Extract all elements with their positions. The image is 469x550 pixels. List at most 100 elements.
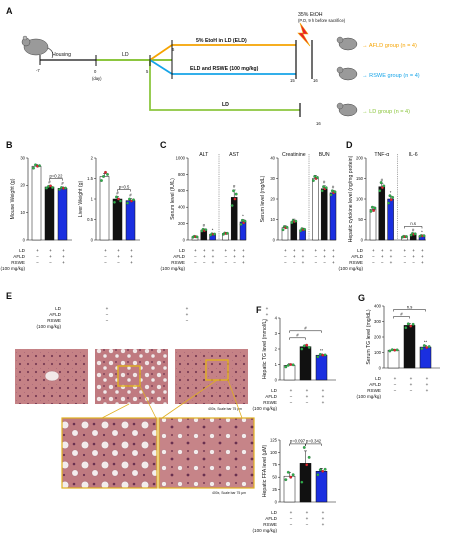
table-cell: +	[290, 510, 293, 515]
y-tick-label: 1000	[176, 155, 186, 160]
treatment-tables: LD + + +AFLD − + +RSWE − − +(100 mg/kg)+ + +− + +− − +L…	[0, 248, 428, 533]
comparison-bracket	[305, 443, 322, 446]
zoom-box-afld	[117, 365, 141, 387]
comparison-label: #	[400, 311, 403, 316]
table-row-label: RSWE	[349, 260, 363, 265]
y-axis-label: Hepatic TG level (mmol/L)	[262, 319, 268, 379]
data-point	[195, 235, 199, 239]
table-cell: +	[49, 254, 52, 259]
table-row-label: LD	[271, 510, 278, 515]
table-row-label: AFLD	[265, 516, 277, 521]
table-cell: +	[233, 254, 236, 259]
table-cell: −	[372, 254, 375, 259]
panel-letter-f: F	[256, 305, 262, 315]
table-cell: −	[306, 522, 309, 527]
table-cell: +	[62, 260, 65, 265]
table-cell: +	[306, 510, 309, 515]
table-cell: −	[381, 260, 384, 265]
data-point	[323, 467, 327, 471]
rswe-group-label: → RSWE group (n = 4)	[362, 73, 420, 79]
table-cell: +	[117, 254, 120, 259]
comparison-bracket	[393, 316, 410, 319]
mouse-icon-start	[21, 35, 54, 59]
table-cell: +	[290, 388, 293, 393]
time-minus7: -7	[36, 68, 40, 73]
data-point	[313, 175, 317, 178]
data-point	[390, 348, 394, 352]
table-dose-label: (100 mg/kg)	[252, 406, 277, 411]
table-row-label: AFLD	[351, 254, 363, 259]
data-point	[243, 219, 247, 223]
data-point	[307, 346, 311, 349]
data-point	[425, 346, 429, 349]
data-point	[32, 166, 35, 170]
data-point	[299, 229, 303, 233]
y-tick-label: 1.5	[87, 176, 93, 181]
y-tick-label: 200	[356, 155, 364, 160]
table-cell: +	[186, 306, 189, 311]
scale-bar-label-1: 400x, Scale bar 75 μm	[208, 407, 242, 411]
table-cell: −	[49, 260, 52, 265]
table-cell: +	[332, 254, 335, 259]
table-cell: −	[394, 388, 397, 393]
y-axis-label: Serum level (IU/L)	[170, 178, 176, 220]
data-point	[106, 172, 109, 176]
table-cell: +	[212, 260, 215, 265]
significance-mark: #	[116, 191, 119, 196]
table-row-label: LD	[271, 388, 278, 393]
chart-serum-creatinine-bun: 0 10 20 30 40 Serum level (mg/dL) Creatinine BU…	[260, 152, 337, 242]
table-cell: −	[36, 254, 39, 259]
table-row-label: RSWE	[47, 318, 61, 323]
y-tick-label: 3	[275, 331, 278, 336]
y-tick-label: 800	[178, 172, 186, 177]
table-cell: +	[332, 248, 335, 253]
significance-mark: *	[242, 214, 244, 219]
table-cell: −	[412, 260, 415, 265]
table-cell: −	[186, 318, 189, 323]
group-label: Creatinine	[282, 152, 306, 158]
data-point	[128, 197, 131, 201]
comparison-bracket	[289, 337, 306, 340]
bar	[44, 186, 55, 241]
chart-hepatic-tg: 0 1 2 3 4 Hepatic TG level (mmol/L) # # **	[262, 315, 336, 382]
etoh-head-line1: 35% EtOH	[298, 12, 323, 18]
data-point	[389, 198, 393, 202]
table-cell: +	[381, 254, 384, 259]
table-cell: +	[323, 254, 326, 259]
mouse-icon-ld	[336, 102, 358, 117]
y-tick-label: 0	[91, 237, 94, 242]
data-point	[379, 181, 383, 185]
panel-letter-c: C	[160, 140, 167, 150]
table-cell: +	[62, 254, 65, 259]
y-tick-label: 20	[20, 183, 25, 188]
data-point	[239, 223, 243, 226]
table-cell: −	[290, 522, 293, 527]
table-cell: −	[104, 254, 107, 259]
time-0: 0	[94, 69, 97, 74]
histology-rswe	[175, 349, 248, 404]
table-cell: +	[203, 248, 206, 253]
data-point	[312, 179, 315, 182]
panel-letter-a: A	[6, 6, 13, 16]
bar	[403, 325, 416, 369]
table-cell: +	[323, 248, 326, 253]
scale-bar-label-2: 400x, Scale bar 75 μm	[212, 491, 246, 495]
table-row-label: LD	[357, 248, 364, 253]
y-tick-label: 200	[178, 221, 186, 226]
table-cell: +	[314, 248, 317, 253]
data-point	[130, 199, 133, 203]
data-point	[388, 194, 392, 198]
data-point	[49, 184, 52, 188]
y-tick-label: 2	[91, 155, 94, 160]
table-cell: +	[266, 312, 269, 317]
table-row-label: LD	[375, 376, 382, 381]
y-tick-label: 10	[20, 210, 25, 215]
data-point	[281, 228, 285, 232]
y-tick-label: 100	[356, 196, 364, 201]
group-label: IL-6	[409, 152, 418, 158]
table-dose-label: (100 mg/kg)	[0, 266, 25, 271]
y-axis-label: Serum level (mg/dL)	[260, 175, 266, 222]
panel-a: A Housing -7 LD 0 (day) 5 6 5% EtoH in L…	[6, 6, 420, 126]
